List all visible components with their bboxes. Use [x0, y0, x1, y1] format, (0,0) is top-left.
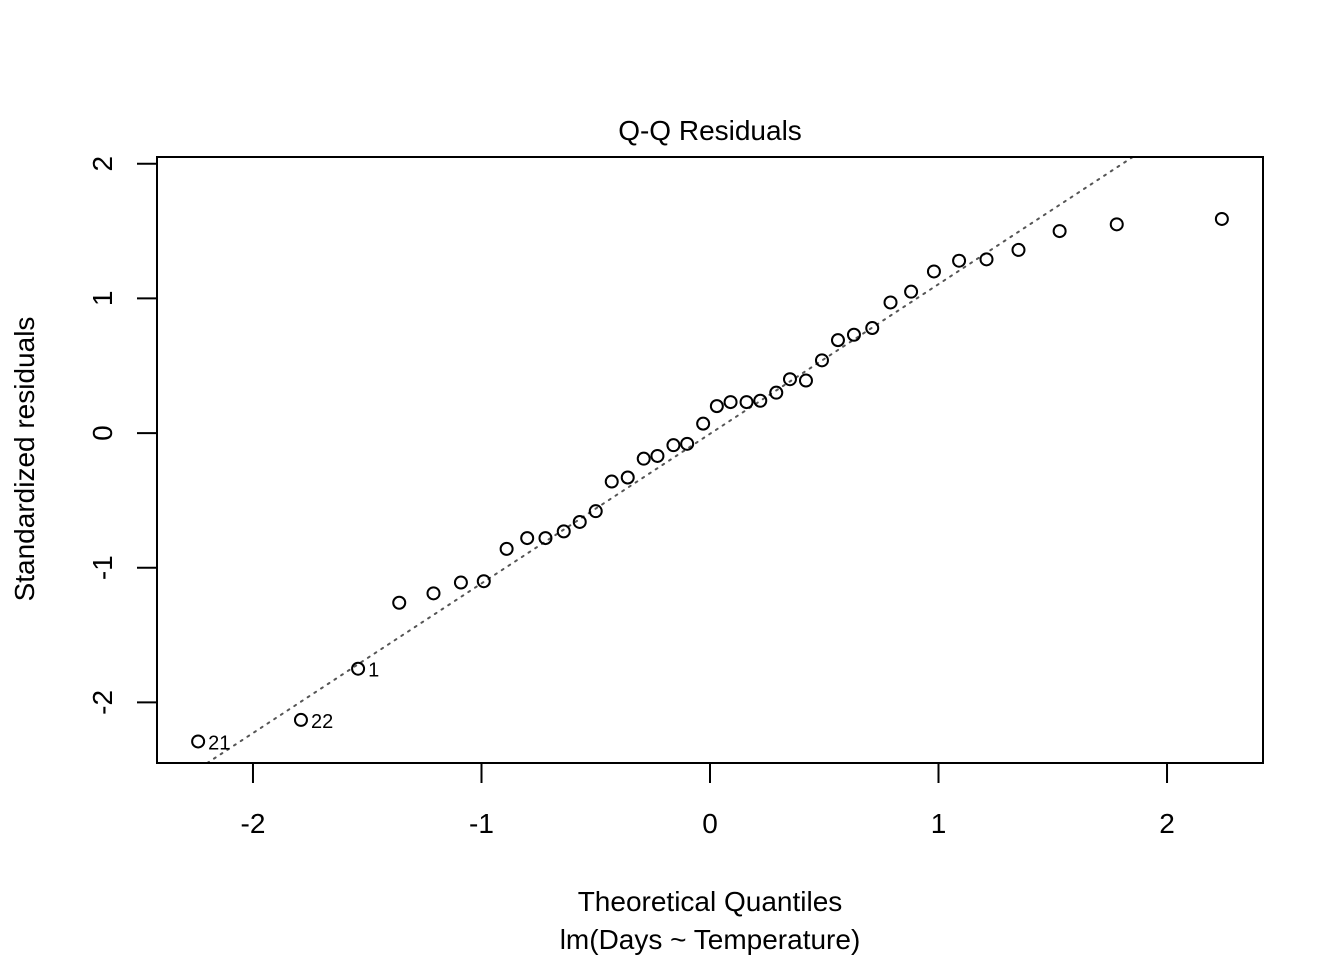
data-point — [650, 448, 665, 463]
x-tick-label: -1 — [469, 808, 494, 839]
data-point — [723, 395, 738, 410]
data-point — [782, 372, 797, 387]
y-tick-label: 2 — [87, 156, 118, 172]
qq-reference-line — [206, 157, 1134, 763]
point-label: 22 — [311, 711, 333, 733]
point-label: 1 — [368, 660, 379, 682]
data-point — [883, 295, 898, 310]
data-point — [392, 595, 407, 610]
data-point — [952, 253, 967, 268]
data-point — [538, 531, 553, 546]
x-tick-label: 2 — [1159, 808, 1175, 839]
data-point — [846, 327, 861, 342]
y-tick-label: -1 — [87, 555, 118, 580]
x-tick-label: 1 — [931, 808, 947, 839]
x-tick-label: -2 — [241, 808, 266, 839]
data-point — [1052, 224, 1067, 239]
data-point — [572, 514, 587, 529]
plot-frame — [156, 156, 1264, 764]
data-point — [1109, 217, 1124, 232]
data-point — [476, 574, 491, 589]
x-axis-title: Theoretical Quantiles — [578, 886, 843, 917]
data-point — [351, 661, 366, 676]
data-point — [904, 284, 919, 299]
data-point — [499, 541, 514, 556]
data-point — [293, 712, 308, 727]
data-point — [769, 385, 784, 400]
y-tick-label: -2 — [87, 690, 118, 715]
data-point — [739, 395, 754, 410]
data-point — [709, 399, 724, 414]
data-point — [191, 734, 206, 749]
data-point — [604, 474, 619, 489]
data-point — [979, 252, 994, 267]
y-tick-label: 1 — [87, 291, 118, 307]
data-point — [620, 470, 635, 485]
data-point — [696, 416, 711, 431]
x-axis-subtitle: lm(Days ~ Temperature) — [560, 924, 861, 955]
chart-title: Q-Q Residuals — [618, 115, 802, 146]
data-point — [830, 333, 845, 348]
data-point — [1214, 211, 1229, 226]
data-point — [426, 586, 441, 601]
data-point — [814, 353, 829, 368]
y-axis-title: Standardized residuals — [9, 317, 40, 602]
data-point — [636, 451, 651, 466]
data-point — [588, 504, 603, 519]
data-point — [926, 264, 941, 279]
data-point — [556, 524, 571, 539]
point-label: 21 — [208, 732, 230, 754]
data-point — [865, 321, 880, 336]
data-point — [798, 373, 813, 388]
data-point — [1011, 242, 1026, 257]
data-point — [453, 575, 468, 590]
data-point — [680, 436, 695, 451]
data-point — [753, 393, 768, 408]
data-point — [520, 531, 535, 546]
data-point — [666, 438, 681, 453]
y-tick-label: 0 — [87, 425, 118, 441]
x-tick-label: 0 — [702, 808, 718, 839]
